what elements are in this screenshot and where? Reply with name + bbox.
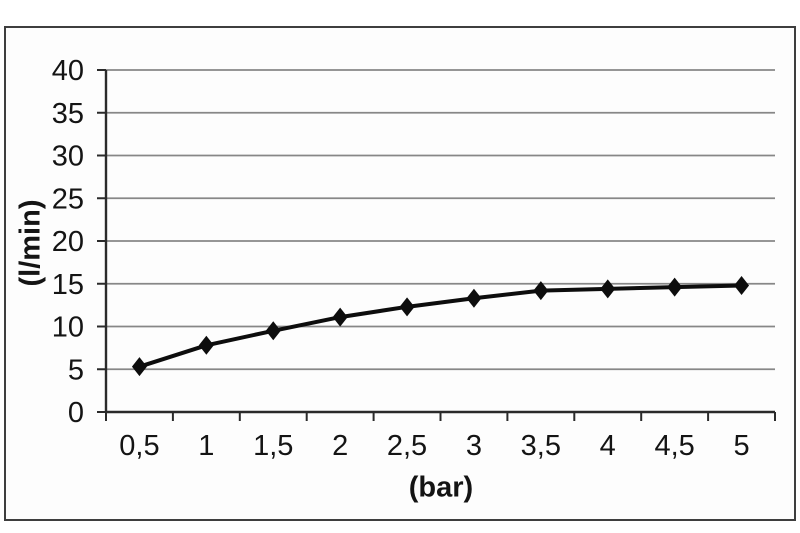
data-point-marker [466, 288, 482, 308]
y-tick-label: 10 [52, 312, 84, 344]
x-tick-label: 2,5 [387, 430, 427, 462]
chart-frame [4, 26, 796, 521]
y-tick-label: 35 [52, 98, 84, 130]
x-tick-label: 5 [733, 430, 749, 462]
series-line [137, 283, 744, 369]
data-point-marker [734, 275, 750, 295]
data-point-marker [399, 297, 415, 317]
data-point-marker [198, 335, 214, 355]
x-tick-label: 4,5 [654, 430, 694, 462]
x-tick-label: 2 [332, 430, 348, 462]
y-axis-title: (l/min) [14, 199, 47, 287]
x-axis-title: (bar) [408, 471, 474, 504]
y-tick-label: 0 [68, 397, 84, 429]
data-point-marker [667, 277, 683, 297]
data-point-marker [265, 321, 281, 341]
x-tick-label: 1 [198, 430, 214, 462]
data-point-marker [533, 281, 549, 301]
y-tick-label: 25 [52, 183, 84, 215]
x-tick-label: 1,5 [253, 430, 293, 462]
y-tick-label: 15 [52, 269, 84, 301]
y-tick-label: 40 [52, 55, 84, 87]
y-tick-label: 20 [52, 226, 84, 258]
data-point-marker [332, 307, 348, 327]
x-tick-label: 3 [466, 430, 482, 462]
x-tick-label: 4 [600, 430, 616, 462]
y-tick-label: 5 [68, 354, 84, 386]
x-tick-label: 0,5 [119, 430, 159, 462]
data-point-marker [600, 279, 616, 299]
x-tick-label: 3,5 [521, 430, 561, 462]
data-point-marker [131, 357, 147, 377]
y-tick-label: 30 [52, 141, 84, 173]
